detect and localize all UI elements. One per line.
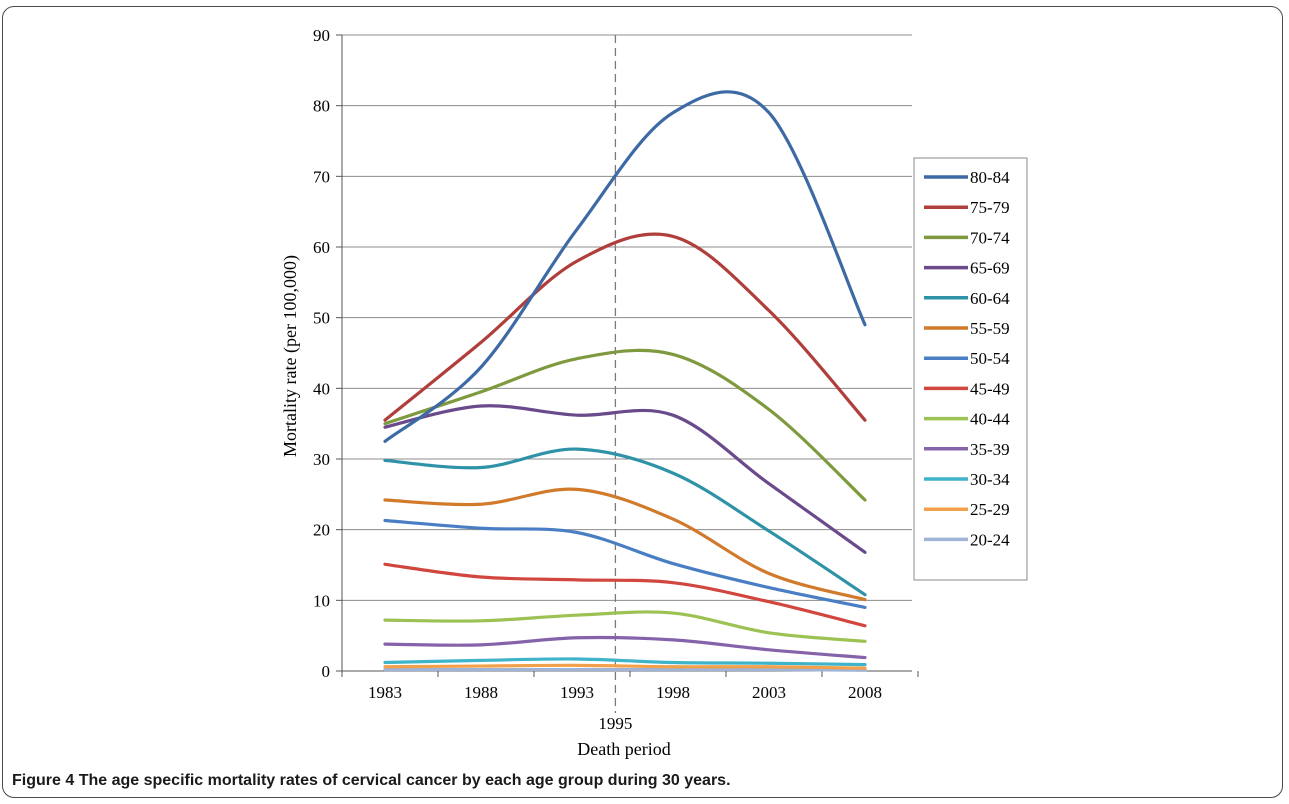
legend-label-50-54: 50-54 — [970, 349, 1010, 368]
legend-label-55-59: 55-59 — [970, 319, 1010, 338]
series-line-25-29 — [383, 663, 867, 670]
x-tick-label-1998: 1998 — [656, 683, 690, 702]
figure-frame — [2, 6, 1283, 798]
legend-label-45-49: 45-49 — [970, 379, 1010, 398]
series-line-45-49 — [383, 562, 867, 628]
series-line-55-59 — [383, 487, 867, 602]
legend-label-80-84: 80-84 — [970, 168, 1010, 187]
tick-labels: 0 10 20 30 40 50 60 70 80 90 1983 1988 1993 1998 2003 2… — [313, 26, 882, 702]
series-line-80-84 — [383, 90, 867, 443]
reference-line-label: 1995 — [598, 714, 632, 733]
y-tick-label-50: 50 — [313, 309, 330, 328]
legend-label-60-64: 60-64 — [970, 289, 1010, 308]
y-tick-label-0: 0 — [322, 662, 331, 681]
series-line-30-34 — [383, 657, 867, 667]
series-line-40-44 — [383, 610, 867, 643]
caption-label: Figure 4 — [12, 772, 75, 789]
gridlines — [342, 34, 912, 601]
legend-label-65-69: 65-69 — [970, 259, 1010, 278]
y-tick-label-60: 60 — [313, 238, 330, 257]
figure-caption: Figure 4 The age specific mortality rate… — [12, 772, 731, 790]
mortality-line-chart: 1995 0 10 20 30 40 50 60 70 80 90 1983 1988 1993 1998… — [280, 26, 1028, 759]
series-line-75-79 — [383, 232, 867, 422]
x-tick-label-1993: 1993 — [560, 683, 594, 702]
legend-label-40-44: 40-44 — [970, 410, 1010, 429]
legend-label-25-29: 25-29 — [970, 500, 1010, 519]
reference-line-group: 1995 — [598, 35, 632, 733]
legend-label-20-24: 20-24 — [970, 530, 1010, 549]
legend-label-30-34: 30-34 — [970, 470, 1010, 489]
y-tick-label-70: 70 — [313, 167, 330, 186]
legend: 80-84 75-79 70-74 65-69 60-64 55-59 50-54 45-49… — [913, 157, 1028, 581]
series-line-60-64 — [383, 447, 867, 597]
legend-label-70-74: 70-74 — [970, 228, 1010, 247]
x-tick-label-1983: 1983 — [368, 683, 402, 702]
y-axis-title: Mortality rate (per 100,000) — [280, 255, 301, 457]
series-line-20-24 — [383, 667, 867, 672]
legend-label-35-39: 35-39 — [970, 440, 1010, 459]
caption-text: The age specific mortality rates of cerv… — [78, 772, 731, 789]
y-tick-label-90: 90 — [313, 26, 330, 45]
x-tick-label-1988: 1988 — [464, 683, 498, 702]
x-axis-title: Death period — [577, 739, 670, 759]
y-tick-label-20: 20 — [313, 521, 330, 540]
series-line-70-74 — [383, 348, 867, 502]
x-tick-label-2008: 2008 — [848, 683, 882, 702]
series-lines — [383, 90, 867, 672]
series-line-50-54 — [383, 518, 867, 609]
y-tick-label-10: 10 — [313, 591, 330, 610]
y-tick-label-30: 30 — [313, 450, 330, 469]
series-line-35-39 — [383, 635, 867, 660]
legend-label-75-79: 75-79 — [970, 198, 1010, 217]
y-tick-label-40: 40 — [313, 379, 330, 398]
series-line-65-69 — [383, 404, 867, 554]
y-tick-label-80: 80 — [313, 97, 330, 116]
x-tick-label-2003: 2003 — [752, 683, 786, 702]
